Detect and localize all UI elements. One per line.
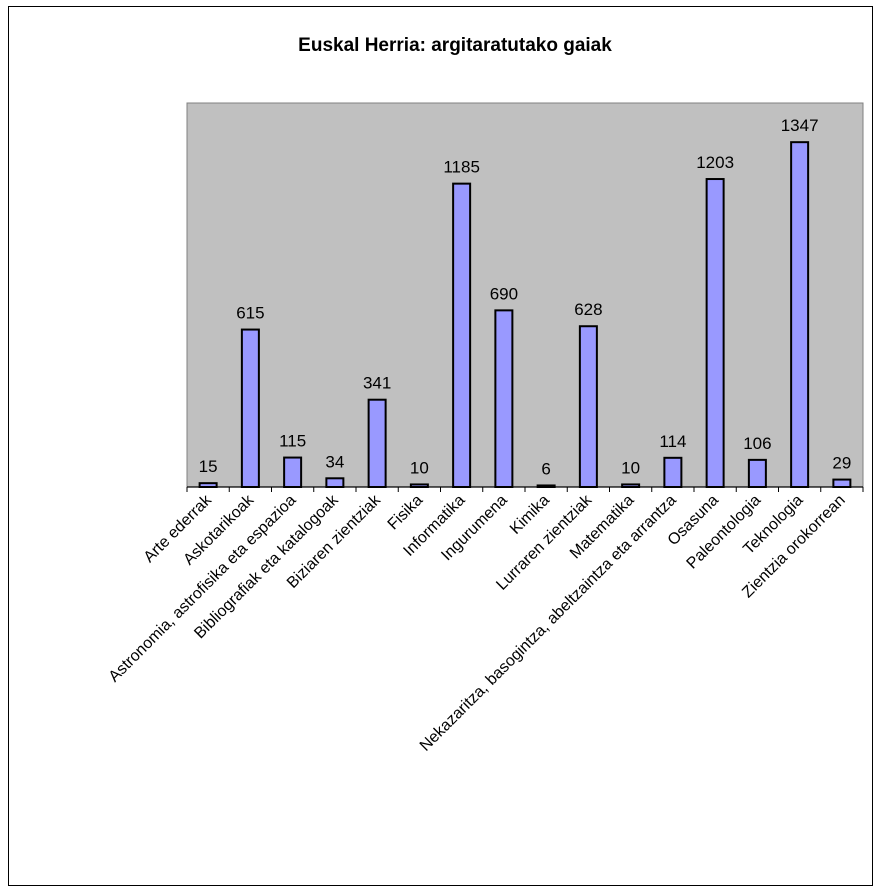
bar [663,456,683,489]
category-label: Astronomia, astrofisika eta espazioa [106,492,300,686]
bar [283,456,303,488]
chart-title: Euskal Herria: argitaratutako gaiak [298,35,612,56]
bar [240,328,260,488]
data-label: 1185 [443,158,480,177]
bar [790,141,810,488]
data-label: 341 [363,374,391,393]
bar [832,478,852,488]
plot-area [186,102,864,488]
bar [536,484,556,488]
data-label: 10 [621,458,640,477]
bar [198,482,218,489]
bar [494,309,514,488]
data-label: 628 [574,300,602,319]
x-axis-ticks [186,487,864,492]
data-label: 106 [743,434,771,453]
bar [325,477,345,488]
data-label: 115 [279,432,306,451]
data-label: 1347 [781,116,819,135]
data-label: 1203 [696,153,734,172]
data-label: 10 [410,458,429,477]
category-label: Paleontologia [684,492,765,573]
data-label: 114 [659,432,686,451]
bar [747,458,767,489]
bars-group [198,141,852,489]
bar [409,483,429,489]
bar [367,398,387,489]
data-label: 29 [832,454,851,473]
data-label: 6 [541,459,550,478]
bar [578,325,598,488]
data-labels-group: 15 615 115 34 341 10 1185 690 6 628 10 114 1203 106 13… [199,116,852,478]
bar [621,483,641,489]
data-label: 615 [236,304,264,323]
data-label: 690 [490,284,518,303]
bar [705,178,725,488]
data-label: 15 [199,457,218,476]
bar [452,182,472,488]
data-label: 34 [325,452,344,471]
